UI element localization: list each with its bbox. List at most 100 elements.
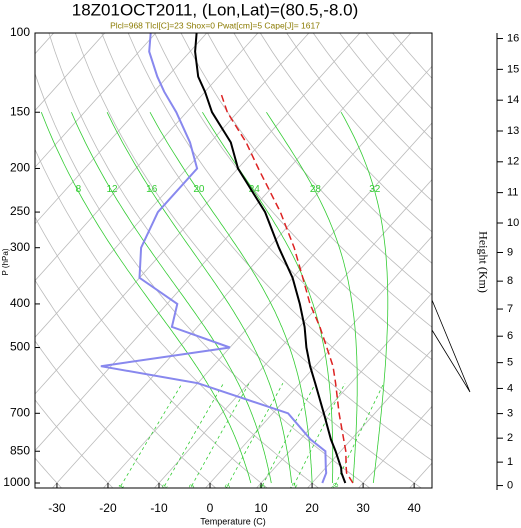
y2-tick-label: 13 [507, 125, 519, 137]
moist-adiabat [266, 111, 358, 484]
x-tick-label: 40 [407, 501, 421, 515]
dry-adiabat [365, 33, 432, 110]
moist-adiabat [340, 112, 389, 484]
mixing-ratio-label: 8 [259, 484, 267, 491]
y2-tick-label: 14 [507, 94, 519, 106]
plot-area: 8 12 16 20 24 28 321 2 3 5 8 12 20 [35, 33, 432, 492]
y-tick-label: 850 [10, 443, 30, 457]
y-tick-label: 700 [10, 405, 30, 419]
dry-adiabat [48, 33, 423, 488]
isotherm [35, 33, 106, 112]
y2-tick-label: 11 [507, 187, 518, 199]
y2-tick-label: 15 [507, 63, 519, 75]
dry-adiabat [74, 33, 432, 461]
isotherm [307, 349, 432, 488]
dry-adiabat [259, 33, 432, 233]
y-tick-label: 500 [10, 340, 30, 354]
profile-line [194, 33, 347, 484]
moist-adiabat-label: 12 [106, 184, 118, 195]
y2-tick-label: 8 [507, 275, 513, 287]
chart-subtitle: Plcl=968 Tlcl[C]=23 Shox=0 Pwat[cm]=5 Ca… [110, 20, 320, 30]
isotherm [256, 292, 432, 488]
chart-title: 18Z01OCT2011, (Lon,Lat)=(80.5,-8.0) [72, 0, 359, 19]
x-tick-label: -20 [99, 501, 117, 515]
isotherm [35, 33, 310, 338]
mixing-ratio-line [260, 383, 316, 488]
dry-adiabat [35, 340, 165, 488]
moist-adiabat [40, 112, 252, 484]
mixing-ratio-line [119, 382, 183, 488]
isotherm [35, 33, 208, 225]
dry-adiabat [127, 33, 432, 394]
isotherm [35, 33, 412, 452]
y2-tick-label: 2 [507, 432, 513, 444]
dry-adiabat [101, 33, 432, 427]
dry-adiabat [233, 33, 432, 264]
isotherm [35, 33, 157, 168]
plot-frame [34, 32, 433, 489]
dry-adiabat [35, 148, 320, 488]
dry-adiabat [35, 216, 268, 488]
isotherm [153, 179, 432, 488]
y-tick-label: 100 [10, 25, 30, 39]
y2-axis-title: Height (Km) [476, 231, 490, 293]
y2-tick-label: 0 [507, 479, 513, 491]
isotherm [35, 33, 361, 395]
mixing-ratio-label: 2 [161, 484, 169, 491]
mixing-ratio-label: 12 [289, 482, 299, 492]
profile-line [219, 91, 354, 484]
x-axis-title: Temperature (C) [200, 516, 266, 526]
dry-adiabat [391, 33, 432, 79]
x-tick-label: -30 [48, 501, 66, 515]
moist-adiabat-label: 28 [310, 184, 322, 195]
mixing-ratio-line [292, 383, 346, 488]
isotherm [102, 122, 432, 488]
mixing-ratio-label: 20 [331, 482, 341, 492]
isotherm [409, 462, 432, 488]
moist-adiabat [202, 111, 334, 483]
isotherm [358, 405, 432, 488]
dry-adiabat [154, 33, 432, 361]
y-tick-label: 150 [10, 104, 30, 118]
y-tick-label: 300 [10, 240, 30, 254]
moist-adiabat [106, 112, 293, 484]
moist-adiabat [149, 112, 313, 484]
y-tick-label: 250 [10, 204, 30, 218]
y2-tick-label: 1 [507, 456, 513, 468]
y-tick-label: 1000 [3, 475, 30, 489]
dry-adiabat [180, 33, 432, 328]
moist-adiabat-label: 32 [369, 184, 381, 195]
x-tick-label: 0 [207, 501, 214, 515]
mixing-ratio-line [333, 383, 385, 488]
dry-adiabat [35, 457, 63, 488]
x-tick-label: 20 [305, 501, 319, 515]
x-tick-label: 30 [356, 501, 370, 515]
x-tick-label: -10 [150, 501, 168, 515]
isotherm [35, 33, 55, 55]
dry-adiabat [35, 399, 114, 488]
dry-adiabat [35, 279, 217, 488]
moist-adiabat-label: 8 [76, 184, 82, 195]
y2-tick-label: 16 [507, 32, 519, 44]
y2-tick-label: 5 [507, 357, 513, 369]
mixing-ratio-line [190, 383, 250, 488]
isotherm [51, 65, 432, 488]
y-tick-label: 400 [10, 296, 30, 310]
y2-tick-label: 6 [507, 330, 513, 342]
y2-tick-label: 12 [507, 156, 519, 168]
moist-adiabat-label: 20 [193, 184, 205, 195]
x-tick-label: 10 [254, 501, 268, 515]
moist-adiabat [71, 112, 272, 484]
y-axis-title: P (hPa) [1, 248, 10, 275]
y-tick-label: 200 [10, 161, 30, 175]
moist-adiabat-label: 16 [146, 184, 158, 195]
y2-tick-label: 7 [507, 303, 513, 315]
profile-line [100, 33, 328, 484]
y2-tick-label: 9 [507, 246, 513, 258]
connector [431, 299, 471, 393]
mixing-ratio-label: 1 [118, 484, 126, 491]
dry-adiabat [339, 33, 432, 140]
y2-tick-label: 4 [507, 382, 513, 394]
isotherm [205, 235, 432, 488]
